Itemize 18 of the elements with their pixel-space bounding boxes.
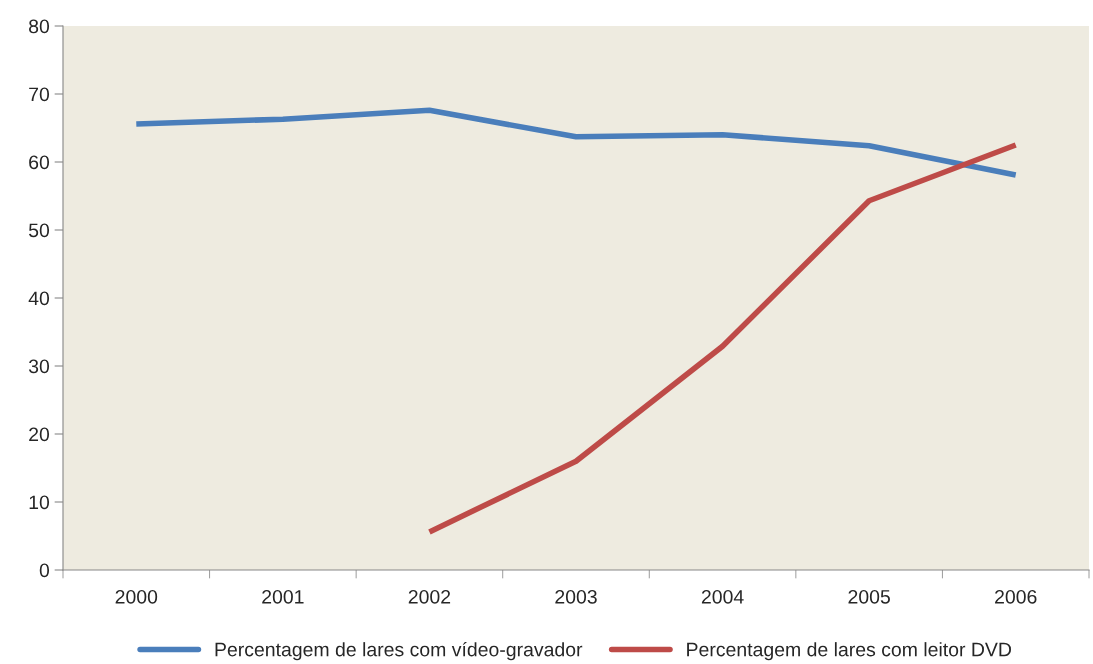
legend-label: Percentagem de lares com leitor DVD [687, 642, 1011, 661]
x-tick-label: 2001 [262, 589, 304, 604]
x-tick-label: 2003 [555, 589, 597, 604]
y-tick-label: 40 [28, 291, 50, 306]
legend-label: Percentagem de lares com vídeo-gravador [215, 641, 583, 661]
x-tick-label: 2004 [701, 589, 744, 604]
y-tick-label: 0 [39, 563, 50, 578]
y-tick-label: 10 [29, 495, 50, 510]
x-tick-label: 2002 [408, 589, 451, 604]
x-tick-label: 2006 [995, 589, 1037, 604]
x-tick-label: 2000 [115, 589, 158, 604]
x-tick-label: 2005 [848, 589, 890, 604]
y-tick-label: 60 [29, 155, 50, 170]
y-tick-label: 20 [29, 427, 50, 442]
y-tick-label: 70 [29, 87, 50, 102]
y-tick-label: 80 [29, 19, 50, 34]
y-tick-label: 30 [28, 359, 50, 374]
y-tick-label: 50 [28, 223, 50, 238]
